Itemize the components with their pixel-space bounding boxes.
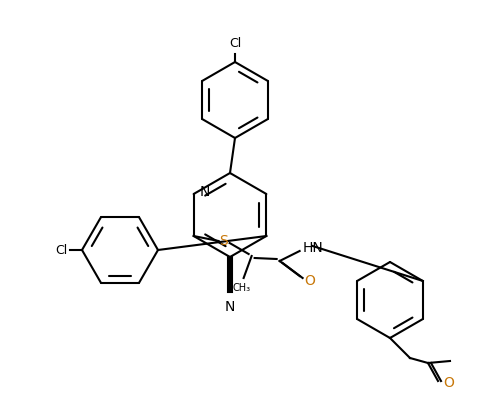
Text: Cl: Cl (56, 243, 68, 257)
Text: CH₃: CH₃ (232, 283, 250, 293)
Text: S: S (219, 234, 228, 248)
Text: HN: HN (303, 241, 323, 255)
Text: O: O (305, 274, 316, 288)
Text: O: O (443, 376, 454, 390)
Text: N: N (225, 300, 235, 314)
Text: N: N (199, 185, 210, 199)
Text: Cl: Cl (229, 37, 241, 50)
